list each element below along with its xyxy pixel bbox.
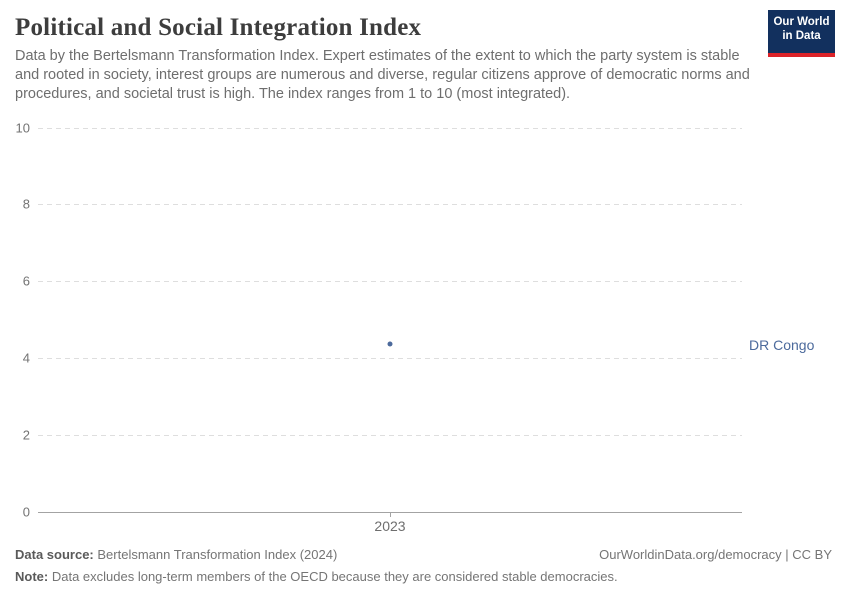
y-tick-label: 6 (22, 273, 30, 289)
gridline (38, 357, 742, 359)
gridline (38, 204, 742, 206)
entity-label-dr-congo[interactable]: DR Congo (749, 337, 815, 354)
chart-title: Political and Social Integration Index (15, 14, 422, 41)
note-label: Note: (15, 569, 49, 584)
y-tick-label: 8 (22, 196, 30, 212)
attribution-link[interactable]: OurWorldinData.org/democracy | CC BY (599, 547, 832, 562)
y-tick-label: 2 (22, 427, 30, 443)
chart-note: Note: Data excludes long-term members of… (15, 569, 832, 584)
note-value: Data excludes long-term members of the O… (51, 569, 618, 584)
owid-logo-line1: Our World (773, 16, 830, 28)
owid-logo-accent-bar (768, 53, 835, 57)
data-source-label: Data source: (15, 547, 94, 562)
data-source-value[interactable]: Bertelsmann Transformation Index (2024) (97, 547, 338, 562)
chart-subtitle: Data by the Bertelsmann Transformation I… (15, 48, 750, 102)
owid-logo-line2: in Data (782, 30, 821, 42)
data-source: Data source: Bertelsmann Transformation … (15, 547, 337, 562)
owid-logo[interactable]: Our World in Data (768, 10, 835, 57)
y-tick-label: 10 (15, 120, 30, 135)
chart-footer: Data source: Bertelsmann Transformation … (15, 547, 832, 562)
data-point-dr-congo[interactable] (387, 341, 393, 347)
x-tick-label: 2023 (374, 518, 406, 534)
gridline (38, 127, 742, 129)
gridline (38, 281, 742, 283)
y-tick-label: 4 (22, 350, 30, 366)
y-tick-label: 0 (22, 504, 30, 519)
x-tick-mark (389, 511, 391, 517)
gridline (38, 434, 742, 436)
